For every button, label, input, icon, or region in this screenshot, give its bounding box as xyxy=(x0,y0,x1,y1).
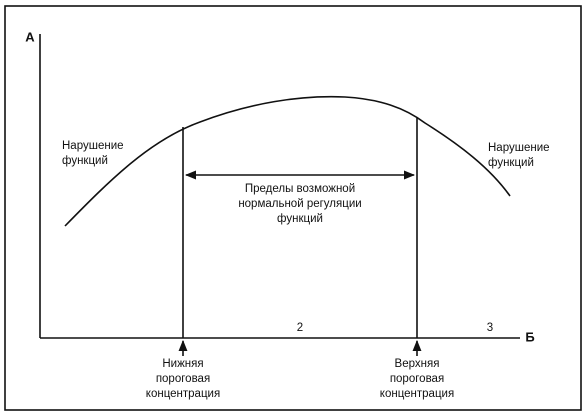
zone-number: 2 xyxy=(297,322,303,334)
x-axis-label: Б xyxy=(525,329,534,344)
y-axis-label: А xyxy=(25,29,35,44)
threshold-label: пороговая xyxy=(390,373,444,385)
threshold-label: Верхняя xyxy=(395,358,440,370)
response-curve xyxy=(64,95,511,227)
right-label: Нарушение xyxy=(488,142,550,154)
threshold-label: пороговая xyxy=(156,373,210,385)
center-label: нормальной регуляции xyxy=(238,198,361,210)
left-label: функций xyxy=(62,155,108,167)
center-label: Пределы возможной xyxy=(245,183,355,195)
zone-number: 3 xyxy=(487,322,493,334)
frame xyxy=(4,5,582,411)
threshold-label: концентрация xyxy=(380,388,454,400)
threshold-label: Нижняя xyxy=(162,358,203,370)
right-label: функций xyxy=(488,157,534,169)
left-label: Нарушение xyxy=(62,140,124,152)
threshold-label: концентрация xyxy=(146,388,220,400)
center-label: функций xyxy=(277,213,323,225)
